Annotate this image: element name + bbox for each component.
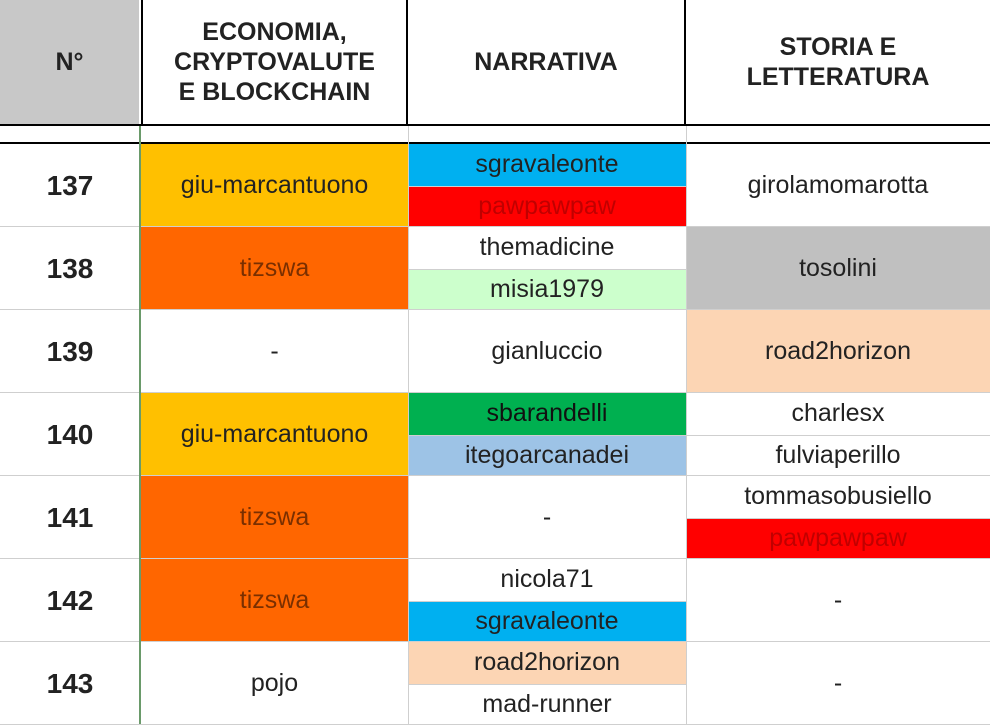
column-divider	[408, 126, 409, 724]
cell-divider	[408, 435, 686, 436]
storia-cell: road2horizon	[686, 310, 990, 393]
narrativa-cell: itegoarcanadei	[408, 435, 686, 477]
header-storia-line2: LETTERATURA	[747, 62, 930, 92]
narrativa-cell: -	[408, 476, 686, 559]
economia-cell: tizswa	[141, 227, 408, 310]
header-economia-line3: E BLOCKCHAIN	[174, 77, 375, 107]
row-number: 138	[0, 227, 140, 310]
cell-divider	[408, 684, 686, 685]
economia-cell: tizswa	[141, 476, 408, 559]
accent-column-line	[139, 126, 141, 724]
storia-cell: girolamomarotta	[686, 144, 990, 227]
narrativa-cell: sbarandelli	[408, 393, 686, 435]
row-number: 137	[0, 144, 140, 227]
economia-cell: giu-marcantuono	[141, 393, 408, 476]
storia-cell: -	[686, 559, 990, 642]
narrativa-cell: gianluccio	[408, 310, 686, 393]
header-economia-line2: CRYPTOVALUTE	[174, 47, 375, 77]
economia-cell: pojo	[141, 642, 408, 725]
column-divider	[686, 126, 687, 724]
economia-cell: tizswa	[141, 559, 408, 642]
cell-divider	[686, 518, 990, 519]
storia-cell: charlesx	[686, 393, 990, 435]
narrativa-cell: pawpawpaw	[408, 186, 686, 228]
narrativa-cell: sgravaleonte	[408, 601, 686, 643]
storia-cell: fulviaperillo	[686, 435, 990, 477]
narrativa-cell: road2horizon	[408, 642, 686, 684]
narrativa-cell: themadicine	[408, 227, 686, 269]
narrativa-cell: nicola71	[408, 559, 686, 601]
row-number: 142	[0, 559, 140, 642]
storia-cell: pawpawpaw	[686, 518, 990, 560]
header-narrativa: NARRATIVA	[408, 0, 686, 124]
cell-divider	[408, 269, 686, 270]
cell-divider	[686, 435, 990, 436]
row-number: 139	[0, 310, 140, 393]
storia-cell: tommasobusiello	[686, 476, 990, 518]
header-narrativa-label: NARRATIVA	[474, 47, 618, 77]
narrativa-cell: misia1979	[408, 269, 686, 311]
header-storia-line1: STORIA E	[747, 32, 930, 62]
row-number: 143	[0, 642, 140, 725]
storia-cell: -	[686, 642, 990, 725]
storia-cell: tosolini	[686, 227, 990, 310]
narrativa-cell: mad-runner	[408, 684, 686, 725]
header-bottom-border	[0, 124, 990, 126]
header-economia-line1: ECONOMIA,	[174, 17, 375, 47]
header-economia: ECONOMIA, CRYPTOVALUTE E BLOCKCHAIN	[141, 0, 408, 124]
header-number-label: N°	[55, 47, 83, 77]
header-number: N°	[0, 0, 139, 124]
row-number: 140	[0, 393, 140, 476]
row-number: 141	[0, 476, 140, 559]
header-storia: STORIA E LETTERATURA	[686, 0, 990, 124]
cell-divider	[408, 601, 686, 602]
economia-cell: -	[141, 310, 408, 393]
cell-divider	[408, 186, 686, 187]
economia-cell: giu-marcantuono	[141, 144, 408, 227]
narrativa-cell: sgravaleonte	[408, 144, 686, 186]
